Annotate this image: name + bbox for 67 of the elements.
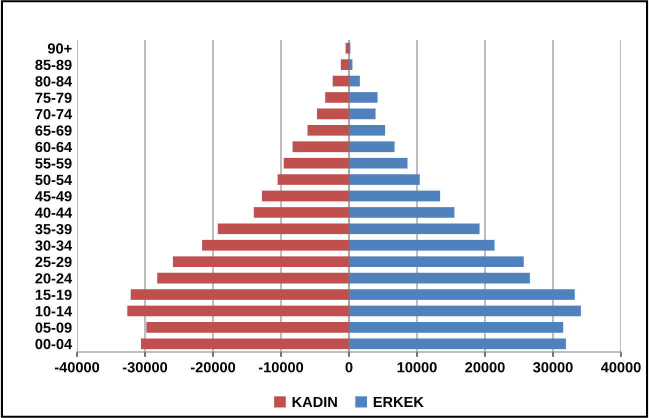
bar: [349, 124, 386, 136]
y-tick-label: 65-69: [35, 125, 72, 136]
x-tick-label: -20000: [190, 362, 236, 372]
bar: [349, 92, 378, 103]
y-tick-label: 05-09: [35, 322, 72, 333]
bar: [349, 240, 495, 251]
x-tick-label: 40000: [600, 362, 641, 372]
x-tick-label: 30000: [533, 362, 573, 372]
bar: [340, 59, 349, 70]
bar: [317, 108, 349, 120]
y-tick-label: 55-59: [35, 158, 72, 169]
y-tick-label: 00-04: [35, 338, 72, 350]
x-tick-label: 0: [346, 362, 352, 372]
bar: [332, 76, 349, 86]
bar: [127, 306, 349, 316]
bar: [349, 272, 530, 284]
bar: [349, 207, 454, 218]
bar: [349, 289, 575, 300]
bar: [349, 174, 420, 185]
bar: [157, 272, 349, 284]
y-tick-label: 20-24: [35, 273, 72, 284]
bar: [292, 141, 349, 152]
bar: [130, 289, 349, 300]
bar: [146, 322, 349, 333]
x-tick-label: -40000: [54, 362, 100, 372]
bar: [172, 256, 349, 268]
y-tick-label: 60-64: [35, 142, 72, 152]
bar: [308, 124, 349, 136]
y-tick-label: 45-49: [35, 191, 72, 202]
bar: [349, 108, 376, 120]
bar: [140, 338, 349, 350]
bar: [284, 158, 349, 168]
bar: [346, 42, 349, 54]
bar: [202, 240, 349, 251]
x-tick-label: 10000: [398, 362, 437, 372]
bar: [278, 174, 349, 185]
bar: [349, 256, 524, 268]
bar: [349, 322, 564, 333]
y-tick-label: 75-79: [35, 92, 72, 103]
bar: [325, 92, 349, 103]
bar: [349, 224, 480, 234]
x-tick-label: 20000: [465, 362, 505, 372]
bar: [254, 207, 349, 218]
legend-label: ERKEK: [374, 396, 424, 407]
y-tick-label: 50-54: [35, 174, 72, 186]
bar: [349, 141, 395, 152]
y-tick-label: 70-74: [35, 108, 72, 120]
bar: [218, 224, 349, 234]
bar: [262, 190, 349, 202]
y-tick-label: 10-14: [36, 306, 72, 316]
y-tick-label: 25-29: [35, 256, 72, 268]
bar: [349, 338, 566, 350]
bar: [349, 76, 360, 86]
y-tick-label: 80-84: [35, 76, 72, 86]
y-tick-label: 90+: [48, 43, 72, 54]
legend-label: KADIN: [292, 396, 337, 407]
x-tick-label: -10000: [258, 362, 304, 372]
bar: [349, 306, 581, 316]
y-tick-label: 30-34: [35, 240, 72, 251]
y-tick-label: 40-44: [35, 208, 72, 218]
y-tick-label: 15-19: [36, 290, 72, 300]
x-tick-label: -30000: [122, 362, 168, 372]
bar: [349, 190, 440, 202]
y-tick-label: 35-39: [35, 224, 72, 234]
y-tick-label: 85-89: [35, 60, 72, 70]
bar: [349, 59, 352, 70]
bar: [349, 158, 408, 168]
